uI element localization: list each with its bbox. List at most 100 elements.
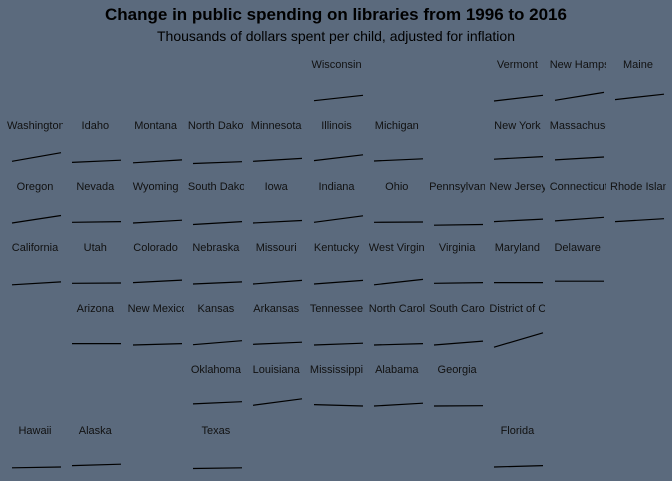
state-label: Vermont [489,58,545,72]
state-label: Washington [7,119,63,133]
state-tile: Connecticut [550,180,606,237]
state-label: Indiana [309,180,365,194]
state-sparkline [128,322,184,358]
state-label: North Dakota [188,119,244,133]
state-label: Idaho [67,119,123,133]
state-tile: New York [489,119,545,176]
state-tile: Colorado [128,241,184,298]
state-tile: Alabama [369,363,425,420]
state-sparkline [369,200,425,236]
spending-change-line [494,157,543,160]
state-sparkline [188,444,244,480]
state-sparkline [309,139,365,175]
state-label: New Mexico [128,302,184,316]
spending-change-line [193,162,242,164]
state-tile: West Virginia [369,241,425,298]
state-label: Michigan [369,119,425,133]
state-tile: New Jersey [489,180,545,237]
state-sparkline [248,200,304,236]
state-label: Minnesota [248,119,304,133]
state-tile: Idaho [67,119,123,176]
state-label: Alaska [67,424,123,438]
state-label: Georgia [429,363,485,377]
state-tile: California [7,241,63,298]
spending-change-line [494,466,543,467]
state-sparkline [188,200,244,236]
spending-change-line [12,282,61,285]
state-label: North Carolina [369,302,425,316]
spending-change-line [193,402,242,404]
state-tile: District of Columbia [489,302,545,359]
spending-change-line [555,157,604,160]
state-sparkline [188,322,244,358]
state-sparkline [429,383,485,419]
chart-title: Change in public spending on libraries f… [0,5,672,25]
state-sparkline [128,139,184,175]
state-sparkline [610,78,666,114]
state-sparkline [429,322,485,358]
state-label: Kansas [188,302,244,316]
state-sparkline [7,444,63,480]
state-label: Kentucky [309,241,365,255]
state-tile: Virginia [429,241,485,298]
state-sparkline [429,200,485,236]
state-tile: Ohio [369,180,425,237]
state-sparkline [128,200,184,236]
state-label: South Carolina [429,302,485,316]
state-label: South Dakota [188,180,244,194]
spending-change-line [494,95,543,101]
state-tile: Iowa [248,180,304,237]
state-label: Wisconsin [309,58,365,72]
state-tile: Arizona [67,302,123,359]
state-sparkline [489,444,545,480]
spending-change-line [193,341,242,345]
spending-change-line [434,283,483,284]
spending-change-line [615,219,664,222]
state-tile: Nebraska [188,241,244,298]
spending-change-line [133,160,182,163]
state-tile: Massachusetts [550,119,606,176]
spending-change-line [253,342,302,344]
spending-change-line [193,282,242,284]
spending-change-line [253,158,302,161]
state-sparkline [67,261,123,297]
state-tile: Florida [489,424,545,481]
spending-change-line [12,153,61,162]
spending-change-line [555,92,604,100]
spending-change-line [314,405,363,406]
state-sparkline [248,139,304,175]
spending-change-line [253,221,302,224]
state-tile: Montana [128,119,184,176]
state-tile: Hawaii [7,424,63,481]
state-label: Ohio [369,180,425,194]
spending-change-line [314,280,363,284]
state-sparkline [188,139,244,175]
state-sparkline [489,322,545,358]
state-sparkline [369,261,425,297]
state-sparkline [489,261,545,297]
spending-change-line [72,222,121,223]
state-label: Maryland [489,241,545,255]
state-label: Arizona [67,302,123,316]
state-tile: Wisconsin [309,58,365,115]
spending-change-line [615,94,664,99]
state-label: Wyoming [128,180,184,194]
state-label: Illinois [309,119,365,133]
state-label: Louisiana [248,363,304,377]
state-label: Tennessee [309,302,365,316]
state-sparkline [309,200,365,236]
state-tile: Oklahoma [188,363,244,420]
spending-change-line [314,343,363,345]
state-sparkline [67,139,123,175]
state-label: Oklahoma [188,363,244,377]
state-label: Missouri [248,241,304,255]
state-sparkline [369,139,425,175]
state-tile: Rhode Island [610,180,666,237]
state-label: Nebraska [188,241,244,255]
state-label: Nevada [67,180,123,194]
state-label: West Virginia [369,241,425,255]
state-label: Montana [128,119,184,133]
state-sparkline [67,444,123,480]
state-sparkline [7,139,63,175]
state-label: New York [489,119,545,133]
